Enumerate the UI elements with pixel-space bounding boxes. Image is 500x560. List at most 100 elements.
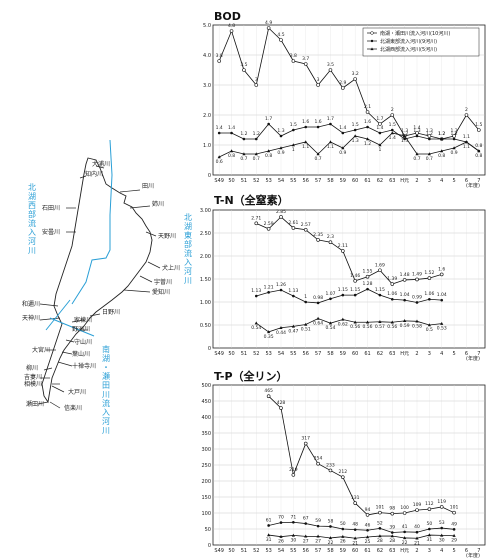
data-point [415, 301, 419, 304]
x-tick-label: 2 [415, 548, 418, 554]
data-label: 0.44 [276, 330, 286, 336]
data-point [439, 505, 444, 509]
data-point [440, 533, 444, 537]
svg-text:川: 川 [184, 276, 192, 285]
river-label: 石田川 [42, 205, 60, 212]
data-point [304, 534, 308, 538]
data-point [452, 137, 456, 141]
x-tick-label: 59 [340, 178, 346, 184]
data-point [353, 279, 357, 283]
data-point [403, 134, 407, 138]
x-unit-label: (年度) [466, 182, 480, 189]
data-label: 67 [303, 516, 309, 522]
x-tick-label: 54 [278, 548, 284, 554]
x-tick-label: 55 [290, 351, 296, 357]
x-tick-label: 7 [477, 548, 480, 554]
x-tick-label: 52 [253, 178, 259, 184]
x-tick-label: 58 [327, 548, 333, 554]
data-label: 29 [451, 538, 457, 544]
data-label: 1.2 [426, 131, 433, 137]
data-label: 1.3 [413, 128, 420, 134]
data-point [341, 293, 345, 297]
data-label: 49 [451, 521, 457, 527]
data-point [427, 152, 431, 156]
svg-text:川: 川 [28, 246, 36, 255]
zone-label: 北湖東部流入河川 [184, 213, 192, 285]
data-label: 1.06 [424, 291, 434, 297]
river-label: 吉妻川 [24, 373, 42, 381]
data-label: 1.04 [400, 292, 410, 298]
data-point [452, 533, 456, 537]
x-tick-label: 58 [327, 178, 333, 184]
data-label: 59 [315, 518, 321, 524]
data-point [353, 320, 357, 324]
data-point [353, 128, 357, 132]
series-line [219, 123, 480, 152]
data-point [229, 29, 234, 33]
data-point [328, 68, 333, 72]
x-tick-label: 55 [290, 548, 296, 554]
data-point [427, 276, 432, 280]
data-point [390, 534, 394, 538]
data-label: 1.6 [302, 119, 309, 125]
data-label: 0.8 [265, 153, 272, 159]
data-point [303, 441, 308, 446]
data-point [341, 475, 345, 479]
data-point [353, 77, 357, 81]
data-point [415, 152, 419, 156]
series-line [219, 132, 480, 158]
data-point [217, 59, 221, 63]
svg-text:河: 河 [184, 266, 192, 276]
data-point [341, 146, 345, 150]
x-tick-label: 4 [440, 351, 443, 357]
data-label: 0.7 [240, 156, 247, 162]
x-tick-label: 3 [428, 351, 431, 357]
x-tick-label: 50 [228, 178, 234, 184]
svg-text:入: 入 [184, 258, 192, 267]
data-point [292, 128, 295, 132]
data-point [279, 215, 283, 219]
svg-text:湖: 湖 [102, 354, 110, 363]
data-point [279, 288, 283, 292]
x-tick-label: 57 [315, 548, 321, 554]
data-point [477, 149, 481, 153]
series-line [256, 216, 442, 285]
x-tick-label: 2 [415, 351, 418, 357]
y-tick-label: 1.0 [203, 143, 211, 149]
x-tick-label: 62 [377, 178, 383, 184]
y-tick-label: 1.00 [200, 300, 211, 306]
y-tick-label: 350 [201, 431, 211, 437]
data-label: 1.3 [401, 138, 408, 144]
data-label: 1.13 [288, 288, 298, 294]
x-tick-label: 61 [364, 548, 370, 554]
river-label: 瀬田川 [26, 400, 44, 408]
x-tick-label: 61 [364, 178, 370, 184]
x-tick-label: 3 [428, 178, 431, 184]
data-label: 233 [326, 462, 335, 468]
data-label: 428 [277, 400, 286, 406]
y-tick-label: 150 [201, 495, 211, 501]
y-tick-label: 400 [201, 415, 211, 421]
river-label: 大戸川 [68, 388, 86, 396]
river-label: 田川 [142, 183, 154, 190]
data-label: 1.04 [437, 292, 447, 298]
data-point [403, 137, 406, 141]
data-point [353, 134, 357, 138]
river-label: 守山川 [74, 338, 92, 346]
data-label: 21 [414, 540, 420, 546]
data-point [378, 527, 382, 530]
river-label: 姉川 [152, 200, 164, 208]
x-tick-label: 50 [228, 548, 234, 554]
data-point [291, 143, 295, 147]
data-point [279, 38, 283, 42]
river-label: 大宮川 [32, 346, 50, 354]
x-tick-label: 63 [389, 178, 395, 184]
data-label: 1.3 [352, 138, 359, 144]
x-tick-label: 55 [290, 178, 296, 184]
data-point [415, 277, 419, 282]
data-point [365, 513, 370, 517]
data-point [365, 110, 370, 114]
data-label: 1.2 [401, 131, 408, 137]
